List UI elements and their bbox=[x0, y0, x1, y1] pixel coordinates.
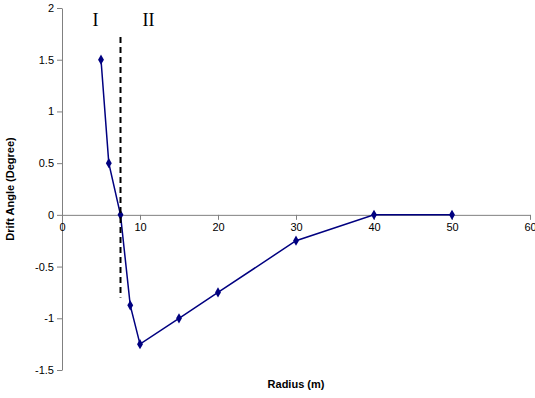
y-tick-mark bbox=[57, 163, 62, 164]
x-tick: 10 bbox=[134, 215, 146, 233]
x-tick-mark bbox=[140, 215, 141, 220]
y-axis: -1.5 -1 -0.5 0 0.5 1 1.5 2 bbox=[35, 2, 62, 376]
x-tick-label: 0 bbox=[59, 221, 65, 233]
x-tick: 60 bbox=[524, 215, 535, 233]
marker bbox=[176, 313, 182, 323]
line bbox=[101, 60, 452, 344]
y-tick: -0.5 bbox=[35, 261, 62, 273]
y-tick-mark bbox=[57, 8, 62, 9]
y-tick-mark bbox=[57, 111, 62, 112]
y-tick-label: -1 bbox=[44, 312, 54, 324]
y-tick: 0.5 bbox=[39, 157, 62, 169]
x-tick: 0 bbox=[59, 215, 65, 233]
y-tick-label: 2 bbox=[48, 2, 54, 14]
x-tick-label: 30 bbox=[290, 221, 302, 233]
y-tick: -1.5 bbox=[35, 364, 62, 376]
x-axis-title: Radius (m) bbox=[268, 378, 325, 390]
marker bbox=[371, 210, 377, 220]
y-tick-mark bbox=[57, 60, 62, 61]
marker bbox=[98, 55, 104, 65]
y-tick-mark bbox=[57, 267, 62, 268]
x-tick-mark bbox=[530, 215, 531, 220]
x-axis: 0 10 20 30 40 50 60 bbox=[59, 215, 535, 233]
x-tick-mark bbox=[296, 215, 297, 220]
chart: -1.5-1-0.500.511.520102030405060IIIRadiu… bbox=[0, 0, 535, 398]
marker bbox=[127, 300, 133, 310]
marker bbox=[137, 339, 143, 349]
y-tick: 1.5 bbox=[39, 54, 62, 66]
y-tick-mark bbox=[57, 370, 62, 371]
x-tick-label: 60 bbox=[524, 221, 535, 233]
y-tick-label: 0.5 bbox=[39, 157, 54, 169]
y-tick-label: -0.5 bbox=[35, 261, 54, 273]
marker bbox=[293, 236, 299, 246]
y-tick-label: 1 bbox=[48, 105, 54, 117]
x-tick-label: 50 bbox=[446, 221, 458, 233]
y-axis-title: Drift Angle (Degree) bbox=[4, 137, 16, 241]
y-tick-label: 0 bbox=[48, 209, 54, 221]
region-boundary bbox=[120, 37, 122, 298]
y-tick: 1 bbox=[48, 105, 62, 117]
y-axis-line bbox=[62, 9, 63, 371]
y-tick: -1 bbox=[44, 312, 62, 324]
y-tick-label: 1.5 bbox=[39, 54, 54, 66]
x-tick-mark bbox=[62, 215, 63, 220]
marker bbox=[106, 158, 112, 168]
marker bbox=[215, 287, 221, 297]
y-tick-mark bbox=[57, 215, 62, 216]
x-tick-label: 20 bbox=[212, 221, 224, 233]
x-tick-mark bbox=[218, 215, 219, 220]
x-tick: 20 bbox=[212, 215, 224, 233]
x-tick: 30 bbox=[290, 215, 302, 233]
series bbox=[98, 55, 455, 350]
y-tick-label: -1.5 bbox=[35, 364, 54, 376]
x-tick-label: 10 bbox=[134, 221, 146, 233]
y-tick: 2 bbox=[48, 2, 62, 14]
y-tick: 0 bbox=[48, 209, 62, 221]
region-label: II bbox=[143, 10, 155, 30]
x-tick-label: 40 bbox=[368, 221, 380, 233]
region-label: I bbox=[93, 10, 99, 30]
plot-area: -1.5-1-0.500.511.520102030405060III bbox=[35, 2, 535, 376]
y-tick-mark bbox=[57, 318, 62, 319]
marker bbox=[449, 210, 455, 220]
